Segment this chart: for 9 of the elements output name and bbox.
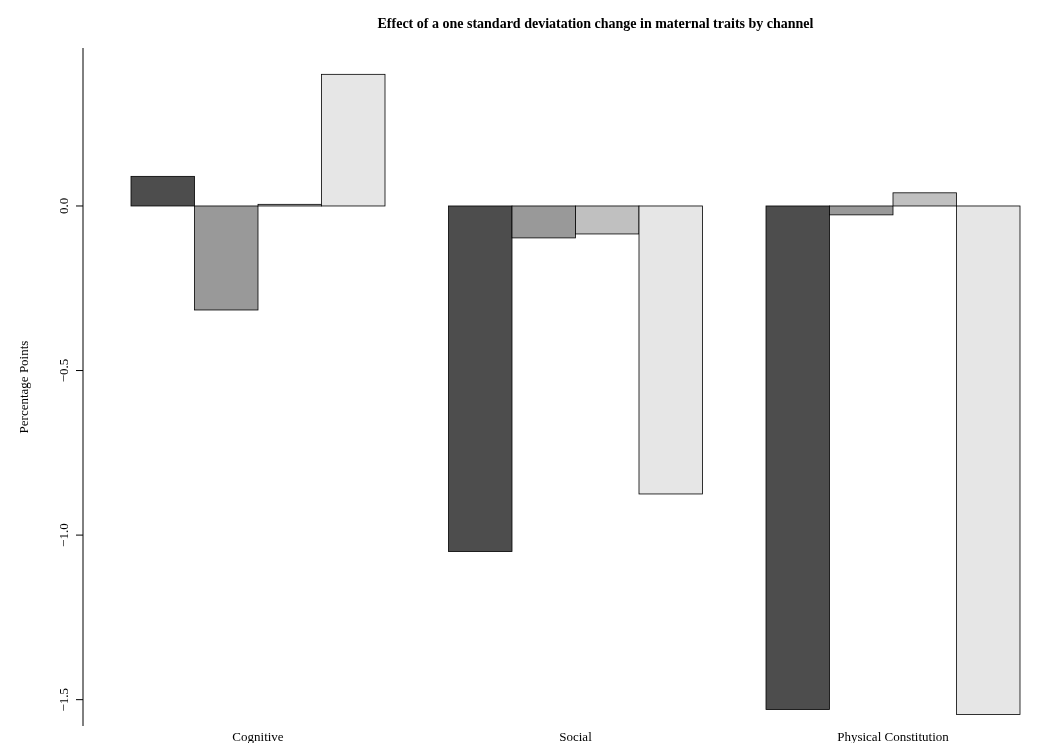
y-tick-label: 0.0 [56, 197, 71, 215]
x-tick-label: Social [559, 729, 593, 744]
y-axis-title: Percentage Points [16, 340, 31, 434]
x-tick-label: Cognitive [232, 729, 284, 744]
y-tick-label: −1.5 [56, 687, 71, 712]
y-tick-label: −0.5 [56, 358, 71, 383]
x-tick-label: Physical Constitution [837, 729, 950, 744]
y-tick-label: −1.0 [56, 523, 71, 547]
chart-title: Effect of a one standard deviatation change in maternal traits by channel [377, 16, 814, 31]
